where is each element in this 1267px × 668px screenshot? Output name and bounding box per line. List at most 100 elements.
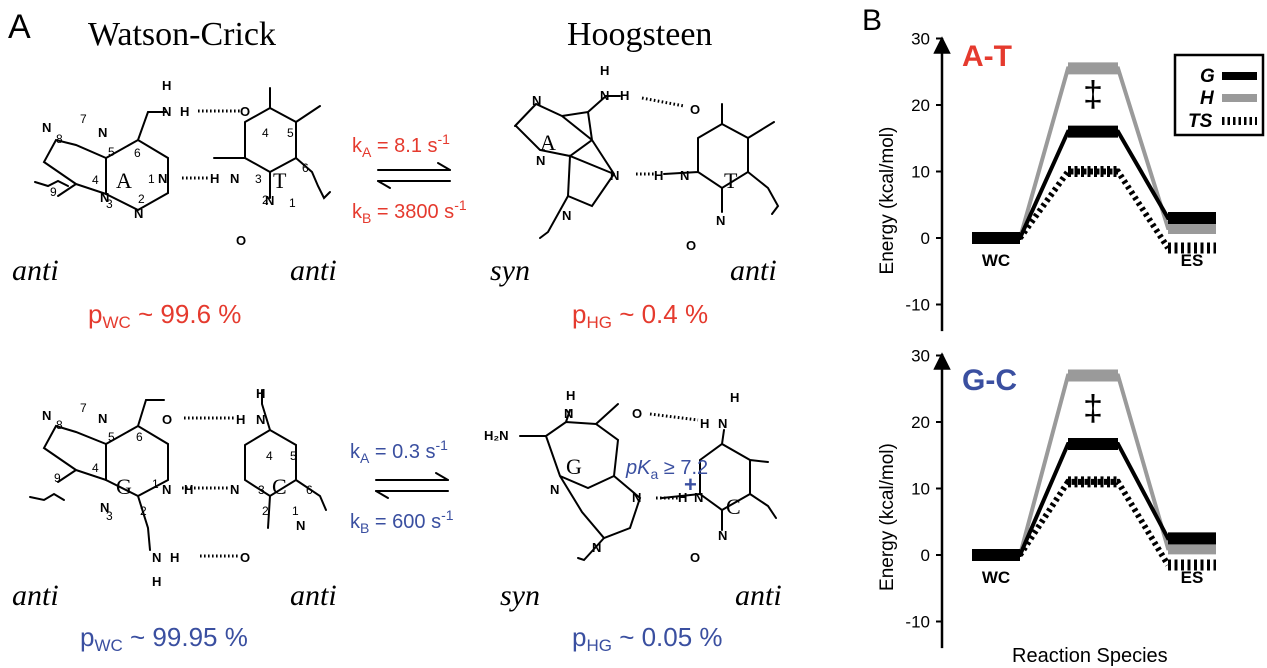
at-kb-label: kB = 3800 s-1 [352,197,467,226]
y-tick-label: 20 [911,413,930,432]
atom-n: N [632,490,641,505]
y-tick-label: 10 [911,480,930,499]
at-wc-anti-right: anti [290,254,337,287]
atom-h: H [170,550,179,565]
atom-n: N [152,550,161,565]
at-pwc-label: pWC ~ 99.6 % [88,299,241,332]
atom-n: N [592,540,601,555]
at-hg-structure: N H H N N N N H N O N O A T [514,63,780,253]
panel-a-label: A [8,8,31,46]
energy-chart-gc: -10 0 10 20 30 Energy (kcal/mol) G-C ‡ WC ES [877,347,1216,649]
ring-number: 6 [302,161,309,175]
atom-h: H [566,388,575,403]
y-tick-label: 0 [921,229,930,248]
atom-n: N [536,153,545,168]
transition-state-symbol: ‡ [1083,73,1103,114]
at-ka-label: kA = 8.1 s-1 [352,131,450,160]
ring-number: 5 [287,126,294,140]
ring-number: 4 [92,173,99,187]
y-tick-label: 20 [911,96,930,115]
atom-n: N [680,168,689,183]
atom-n: N [600,88,609,103]
ring-number: 2 [138,192,145,206]
atom-n: N [100,190,109,205]
ring-number: 4 [262,126,269,140]
atom-h: H [184,482,193,497]
y-tick-label: -10 [905,296,930,315]
atom-n: N [162,104,171,119]
category-label: WC [982,568,1010,587]
atom-n: N [694,490,703,505]
atom-n: N [42,408,51,423]
atom-o: O [690,102,700,117]
atom-n: N [98,411,107,426]
atom-n: N [162,482,171,497]
atom-o: O [162,412,172,427]
atom-h: H [654,168,663,183]
at-equilibrium-arrows [377,162,451,189]
ring-number: 2 [262,193,269,207]
ring-number: 4 [92,461,99,475]
atom-h: H [162,78,171,93]
base-letter-a: A [116,168,132,193]
y-tick-label: 0 [921,546,930,565]
gc-equilibrium-arrows [375,472,449,499]
x-axis-label: Reaction Species [1012,645,1168,667]
atom-h: H [730,390,739,405]
gc-hg-syn: syn [500,579,540,612]
atom-n: N [550,482,559,497]
ring-number: 8 [56,418,63,432]
ring-number: 7 [80,112,87,126]
energy-chart-at: -10 0 10 20 30 Energy (kcal/mol) A-T ‡ WC ES [877,30,1216,332]
gc-hg-structure: H₂N N H O N N N H N H N H N O G C [484,388,777,565]
atom-h: H [678,490,687,505]
wc-title: Watson-Crick [88,16,276,53]
y-axis-label: Energy (kcal/mol) [877,443,898,591]
gc-wc-anti-right: anti [290,579,337,612]
atom-h: H [256,386,265,401]
gc-phg-label: pHG ~ 0.05 % [572,622,723,655]
atom-o: O [686,238,696,253]
atom-n: N [42,120,51,135]
category-label: ES [1181,251,1204,270]
atom-n: N [532,93,541,108]
ring-number: 3 [106,509,113,523]
base-letter-t: T [273,168,287,193]
base-letter-c: C [272,474,287,499]
ring-number: 1 [152,477,159,491]
legend-label-h: H [1200,88,1215,109]
atom-n: N [296,518,305,533]
ring-number: 4 [266,449,273,463]
atom-n: N [564,406,573,421]
y-axis-label: Energy (kcal/mol) [877,127,898,275]
panel-b-label: B [862,4,882,37]
atom-n: N [718,528,727,543]
atom-o: O [632,406,642,421]
ring-number: 7 [80,401,87,415]
atom-n: N [158,171,167,186]
y-tick-label: 30 [911,30,930,49]
ring-number: 5 [290,449,297,463]
ring-number: 8 [56,132,63,146]
ring-number: 6 [136,430,143,444]
gc-hg-anti: anti [735,579,782,612]
atom-h: H [620,88,629,103]
y-tick-label: 30 [911,347,930,366]
at-phg-label: pHG ~ 0.4 % [572,299,708,332]
ring-number: 6 [306,483,313,497]
base-letter-t: T [724,168,738,193]
chart-title: A-T [962,40,1012,73]
gc-ka-label: kA = 0.3 s-1 [350,437,448,466]
atom-n: N [716,213,725,228]
atom-n: N [230,171,239,186]
atom-n: N [100,500,109,515]
gc-kb-label: kB = 600 s-1 [350,507,454,536]
gc-pwc-label: pWC ~ 99.95 % [80,622,248,655]
ring-number: 5 [108,430,115,444]
atom-n: N [718,416,727,431]
base-letter-g: G [116,474,132,499]
atom-h: H [236,412,245,427]
atom-o: O [236,233,246,248]
atom-n: N [230,482,239,497]
base-letter-a: A [540,130,556,155]
